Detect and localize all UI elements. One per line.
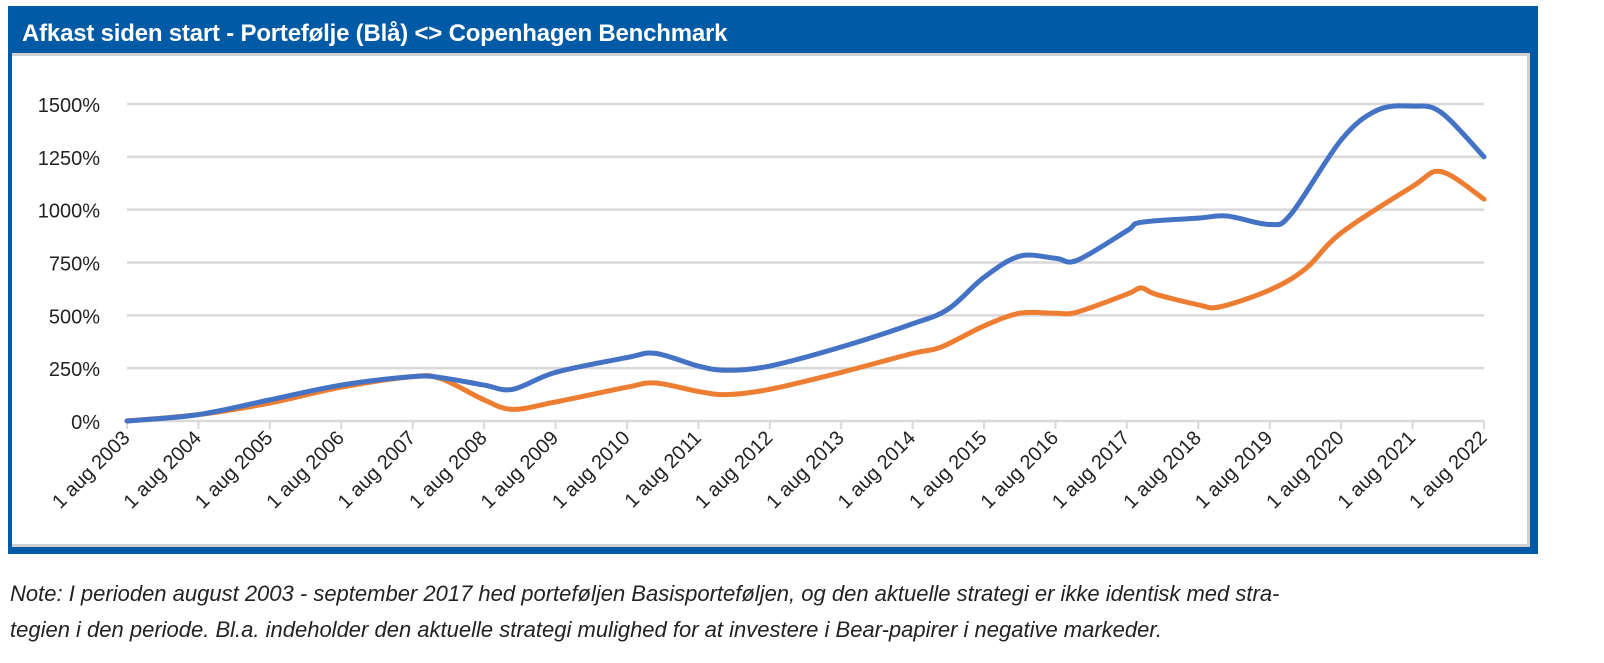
y-tick-label: 1000% bbox=[38, 201, 100, 223]
plot-area bbox=[12, 53, 1530, 547]
y-axis-tick-labels: 0% 250% 500% 750% 1000% 1250% 1500% bbox=[38, 95, 100, 434]
y-tick-label: 750% bbox=[49, 254, 100, 276]
footnote-line-1: Note: I perioden august 2003 - september… bbox=[10, 581, 1280, 606]
x-axis bbox=[126, 421, 1485, 429]
gridlines bbox=[127, 102, 1484, 423]
series-lines bbox=[124, 103, 1487, 424]
y-tick-label: 500% bbox=[49, 306, 100, 328]
x-tick-label: 1 aug 2022 bbox=[1405, 427, 1491, 513]
y-tick-label: 0% bbox=[71, 412, 100, 434]
y-tick-label: 1500% bbox=[38, 95, 100, 117]
footnote-line-2: tegien i den periode. Bl.a. indeholder d… bbox=[10, 617, 1163, 642]
y-tick-label: 1250% bbox=[38, 148, 100, 170]
chart-frame: Afkast siden start - Portefølje (Blå) <>… bbox=[8, 6, 1538, 554]
footnote: Note: I perioden august 2003 - september… bbox=[10, 576, 1600, 648]
x-tick-label: 1 aug 2010 bbox=[548, 427, 634, 513]
chart-title: Afkast siden start - Portefølje (Blå) <>… bbox=[22, 20, 728, 47]
y-tick-label: 250% bbox=[49, 359, 100, 381]
series-line-portfolio bbox=[124, 103, 1487, 424]
